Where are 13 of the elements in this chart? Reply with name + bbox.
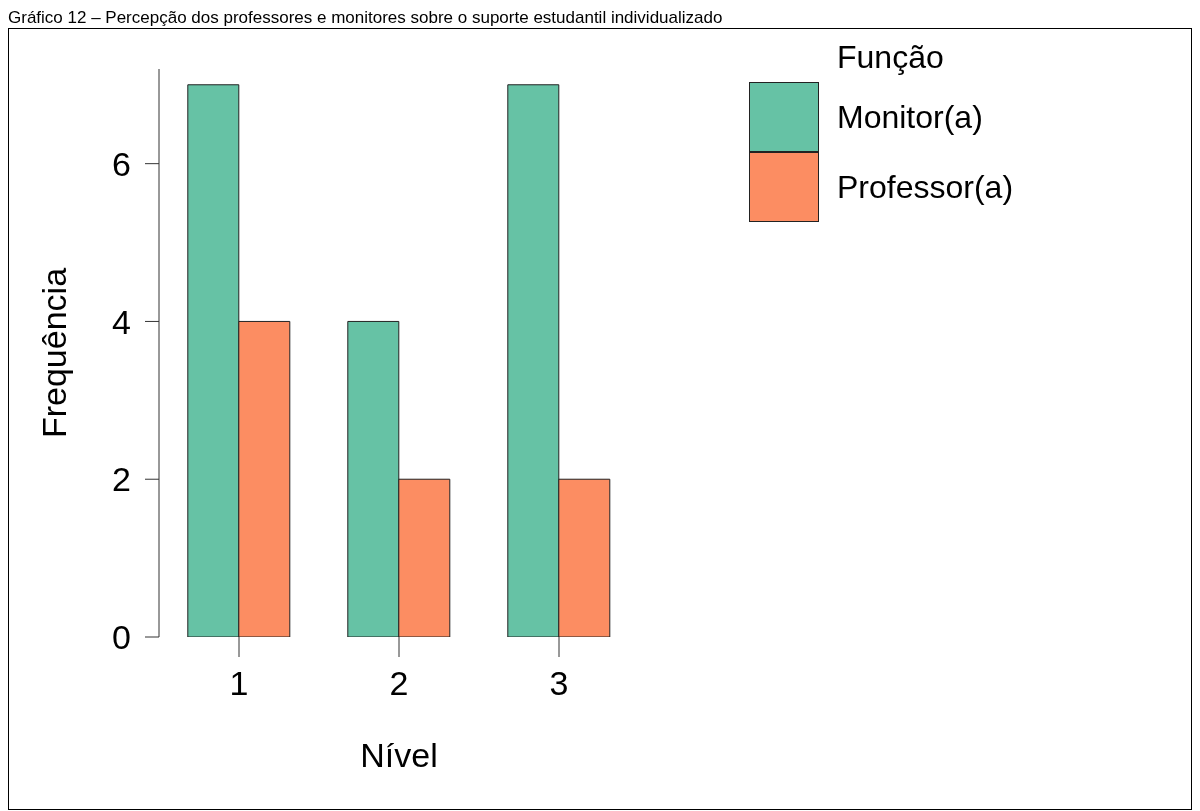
legend-label: Professor(a)	[837, 168, 1014, 206]
y-tick-label: 4	[112, 302, 131, 341]
y-tick-label: 0	[112, 618, 131, 657]
legend-label: Monitor(a)	[837, 98, 983, 136]
x-tick-label: 2	[389, 664, 409, 703]
x-tick-label: 1	[229, 664, 249, 703]
x-axis-title: Nível	[360, 736, 438, 774]
y-tick-label: 2	[112, 460, 131, 499]
y-tick-label: 6	[112, 144, 131, 183]
chart-title: Gráfico 12 – Percepção dos professores e monitores sobre o suporte estudantil individualizado	[8, 8, 724, 28]
y-axis-title: Frequência	[35, 267, 74, 439]
legend-title: Função	[837, 39, 945, 76]
x-tick-label: 3	[549, 664, 569, 703]
